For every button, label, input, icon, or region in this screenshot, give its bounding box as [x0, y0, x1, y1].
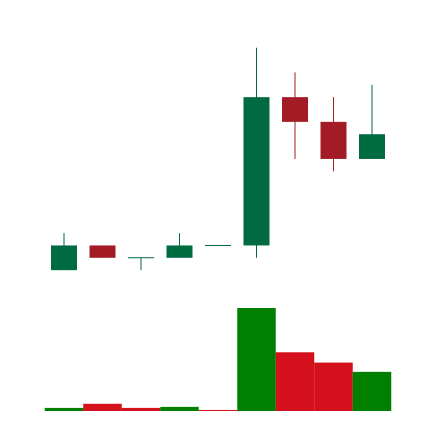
candle [128, 257, 154, 271]
volume-bar [44, 407, 84, 411]
candle-body [89, 245, 116, 258]
candle-body [51, 245, 77, 271]
candle-body [166, 245, 193, 258]
volume-bar [275, 352, 315, 411]
candle [282, 72, 308, 159]
candle-body [243, 97, 270, 246]
candle-body [282, 97, 308, 122]
candle-body [359, 134, 385, 159]
volume-bar [314, 362, 353, 411]
volume-bar [237, 308, 276, 411]
volume-bar [352, 371, 392, 411]
price-panel [51, 47, 385, 271]
candle [51, 233, 77, 271]
candle [243, 47, 270, 258]
candle [320, 97, 347, 172]
candle [89, 245, 116, 258]
candle-body [320, 121, 347, 159]
volume-bar [121, 407, 161, 411]
candle [359, 84, 385, 159]
volume-bar [198, 409, 238, 411]
volume-panel [44, 308, 392, 411]
volume-bar [160, 406, 199, 411]
candle [166, 233, 193, 258]
volume-bar [83, 403, 122, 411]
